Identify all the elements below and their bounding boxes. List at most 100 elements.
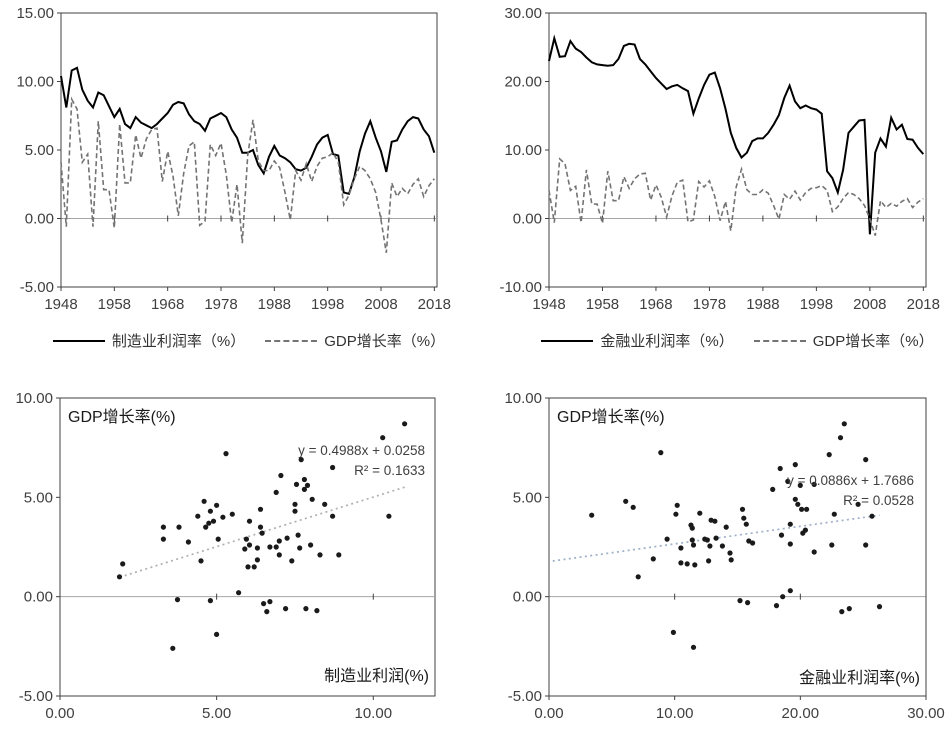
scatter-point — [689, 525, 695, 531]
trendline-equation: y = 0.4988x + 0.0258 — [298, 443, 425, 458]
scatter-point — [678, 560, 684, 566]
scatter-point — [713, 535, 719, 541]
x-tick-label: 1958 — [98, 296, 131, 313]
scatter-point — [170, 645, 176, 651]
x-tick-label: 1978 — [693, 296, 726, 313]
scatter-point — [330, 513, 336, 519]
scatter-point — [254, 545, 260, 551]
scatter-point — [792, 462, 798, 468]
y-tick-label: 10.00 — [504, 142, 542, 159]
scatter-point — [804, 506, 810, 512]
scatter-point — [214, 502, 220, 508]
scatter-point — [314, 608, 320, 614]
legend-item-gdp-growth-rate: GDP增长率（%） — [265, 330, 445, 351]
scatter-point — [284, 535, 290, 541]
legend-item-gdp-growth-rate: GDP增长率（%） — [753, 330, 934, 351]
scatter-point — [741, 515, 747, 521]
scatter-point — [254, 557, 260, 563]
scatter-point — [292, 508, 298, 514]
y-tick-label: 5.00 — [25, 142, 54, 159]
y-axis-label: GDP增长率(%) — [68, 409, 176, 426]
scatter-point — [855, 501, 861, 507]
scatter-point — [206, 520, 212, 526]
x-tick-label: 1958 — [586, 296, 619, 313]
scatter-point — [303, 606, 309, 612]
scatter-point — [589, 512, 595, 518]
scatter-point — [719, 543, 725, 549]
y-tick-label: 10.00 — [16, 74, 54, 91]
dashed-line-swatch — [753, 339, 806, 342]
x-tick-label: 1998 — [311, 296, 344, 313]
scatter-point — [380, 435, 386, 441]
y-tick-label: -5.00 — [19, 688, 53, 705]
scatter-point — [792, 496, 798, 502]
scatter-point — [301, 476, 307, 483]
x-tick-label: 2018 — [418, 296, 451, 313]
scatter-point — [242, 546, 248, 552]
financial-line-chart-canvas: 1948 1958 1968 1978 1988 1998 2008 2018 30.00 20.… — [499, 5, 940, 313]
scatter-point — [797, 482, 803, 488]
x-tick-label: 20.00 — [782, 705, 820, 722]
scatter-point — [863, 457, 869, 463]
x-tick-label: 10.00 — [355, 705, 393, 722]
y-tick-label: 30.00 — [504, 5, 542, 22]
y-axis-label: GDP增长率(%) — [557, 409, 665, 426]
scatter-point — [829, 542, 835, 548]
x-tick-label: 1968 — [151, 296, 184, 313]
plot-frame — [548, 397, 927, 697]
scatter-point — [650, 556, 656, 562]
scatter-point — [297, 545, 303, 551]
scatter-point — [750, 540, 756, 546]
scatter-point — [293, 481, 300, 487]
trendline-equation: y = 0.0886x + 1.7686 — [787, 473, 914, 488]
scatter-point — [785, 478, 791, 484]
x-tick-label: 2018 — [907, 296, 940, 313]
scatter-point — [841, 421, 847, 427]
financial-scatter-panel: 0.00 10.00 20.00 30.00 10.00 5.00 0.00 -5.00 GD… — [475, 365, 950, 730]
legend-label: 制造业利润率（%） — [111, 333, 246, 350]
scatter-point — [220, 514, 226, 520]
scatter-point — [257, 524, 264, 530]
scatter-point — [267, 544, 273, 550]
y-tick-label: 0.00 — [24, 589, 53, 606]
y-tick-label: 0.00 — [513, 211, 542, 228]
scatter-point — [831, 511, 837, 517]
scatter-point — [322, 501, 328, 507]
solid-line-swatch — [52, 339, 105, 342]
legend-label: GDP增长率（%） — [324, 333, 446, 350]
scatter-point — [185, 539, 191, 545]
scatter-point — [160, 536, 166, 542]
scatter-point — [229, 511, 235, 517]
scatter-point — [743, 521, 749, 527]
x-tick-label: 1988 — [746, 296, 779, 313]
x-tick-label: 30.00 — [907, 705, 945, 722]
scatter-point — [278, 472, 284, 479]
y-tick-label: -5.00 — [508, 688, 542, 705]
y-tick-label: 10.00 — [15, 390, 53, 407]
x-tick-label: 2008 — [364, 296, 397, 313]
scatter-point — [737, 598, 743, 604]
y-tick-label: -5.00 — [20, 279, 54, 296]
scatter-point — [259, 530, 265, 536]
scatter-point — [684, 561, 690, 567]
scatter-point — [295, 532, 301, 538]
scatter-point — [712, 518, 718, 524]
x-tick-label: 0.00 — [534, 705, 563, 722]
scatter-point — [210, 518, 217, 524]
manufacturing-chart-legend: 制造业利润率（%） GDP增长率（%） — [52, 330, 445, 351]
scatter-point — [704, 537, 710, 543]
scatter-point — [635, 574, 641, 580]
y-tick-label: 20.00 — [504, 74, 542, 91]
scatter-point — [678, 545, 684, 551]
scatter-point — [869, 513, 875, 519]
manufacturing-line-chart-canvas: 1948 1958 1968 1978 1988 1998 2008 2018 15.00 10.… — [16, 5, 451, 313]
gdp-growth-rate-series-line — [548, 157, 924, 236]
scatter-point — [215, 536, 221, 542]
y-tick-label: 5.00 — [24, 489, 53, 506]
trendline-equation-block: y = 0.0886x + 1.7686 R² = 0.0528 — [787, 471, 914, 511]
scatter-point — [706, 558, 712, 564]
scatter-point — [273, 489, 279, 495]
scatter-point — [308, 542, 314, 548]
legend-item-financial-profit-rate: 金融业利润率（%） — [541, 330, 734, 351]
